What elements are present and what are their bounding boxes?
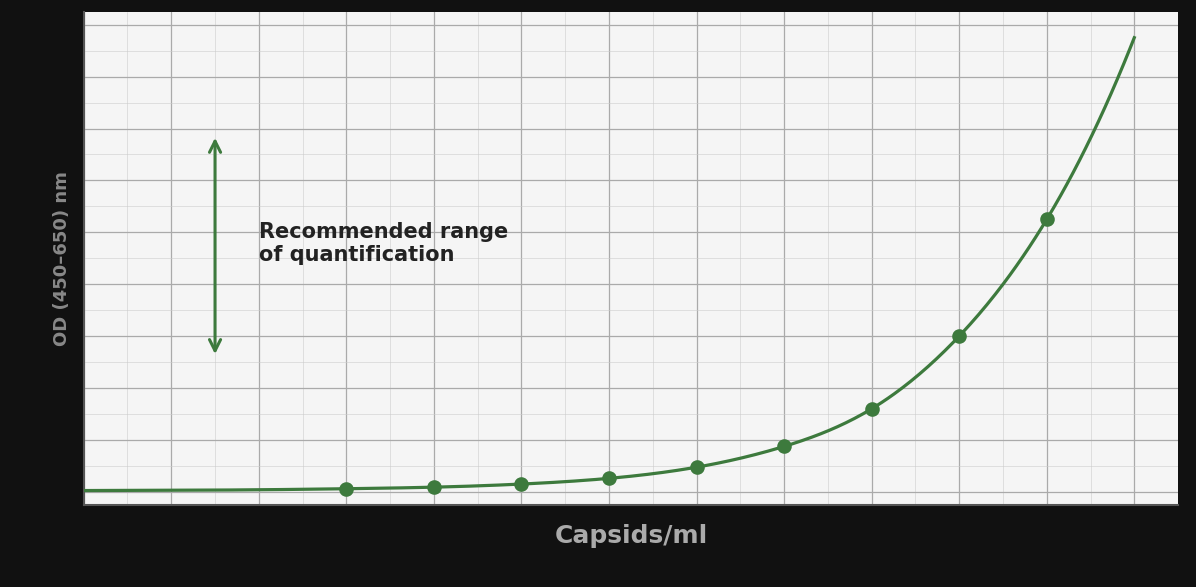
X-axis label: Capsids/ml: Capsids/ml xyxy=(554,524,708,548)
Text: Recommended range
of quantification: Recommended range of quantification xyxy=(258,222,508,265)
Y-axis label: OD (450–650) nm: OD (450–650) nm xyxy=(53,171,71,346)
